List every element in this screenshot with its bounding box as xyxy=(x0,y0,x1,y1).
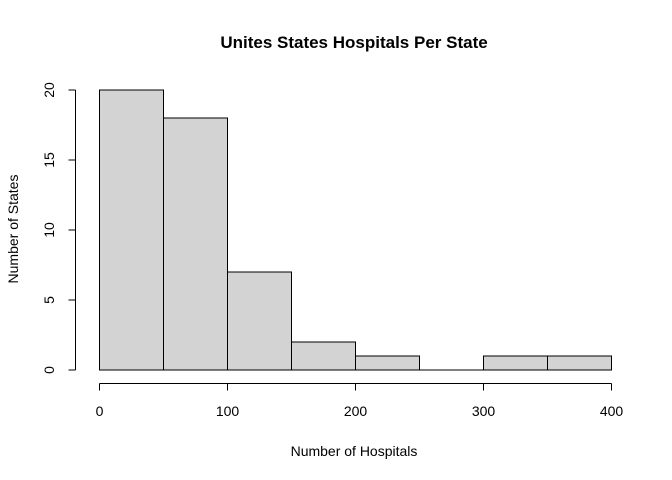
x-axis-label: Number of Hospitals xyxy=(291,443,418,459)
bars-group xyxy=(99,89,612,371)
x-tick-label: 100 xyxy=(216,403,240,419)
x-axis: 0 100 200 300 400 xyxy=(96,383,624,419)
histogram-bar xyxy=(163,117,228,371)
histogram-bar xyxy=(291,341,356,371)
y-axis: 0 5 10 15 20 xyxy=(41,82,76,374)
histogram-bar xyxy=(355,355,420,371)
histogram-bar xyxy=(227,271,292,371)
x-tick-label: 400 xyxy=(600,403,624,419)
histogram-bar xyxy=(483,355,548,371)
histogram-bar xyxy=(547,355,612,371)
y-tick-label: 15 xyxy=(41,152,57,168)
x-tick-label: 300 xyxy=(472,403,496,419)
y-tick-label: 0 xyxy=(41,366,57,374)
x-tick-label: 200 xyxy=(344,403,368,419)
histogram-bar xyxy=(99,89,164,371)
y-tick-label: 5 xyxy=(41,296,57,304)
x-tick-label: 0 xyxy=(96,403,104,419)
chart-title: Unites States Hospitals Per State xyxy=(220,33,487,52)
y-axis-label: Number of States xyxy=(5,175,21,284)
y-tick-label: 10 xyxy=(41,222,57,238)
y-tick-label: 20 xyxy=(41,82,57,98)
